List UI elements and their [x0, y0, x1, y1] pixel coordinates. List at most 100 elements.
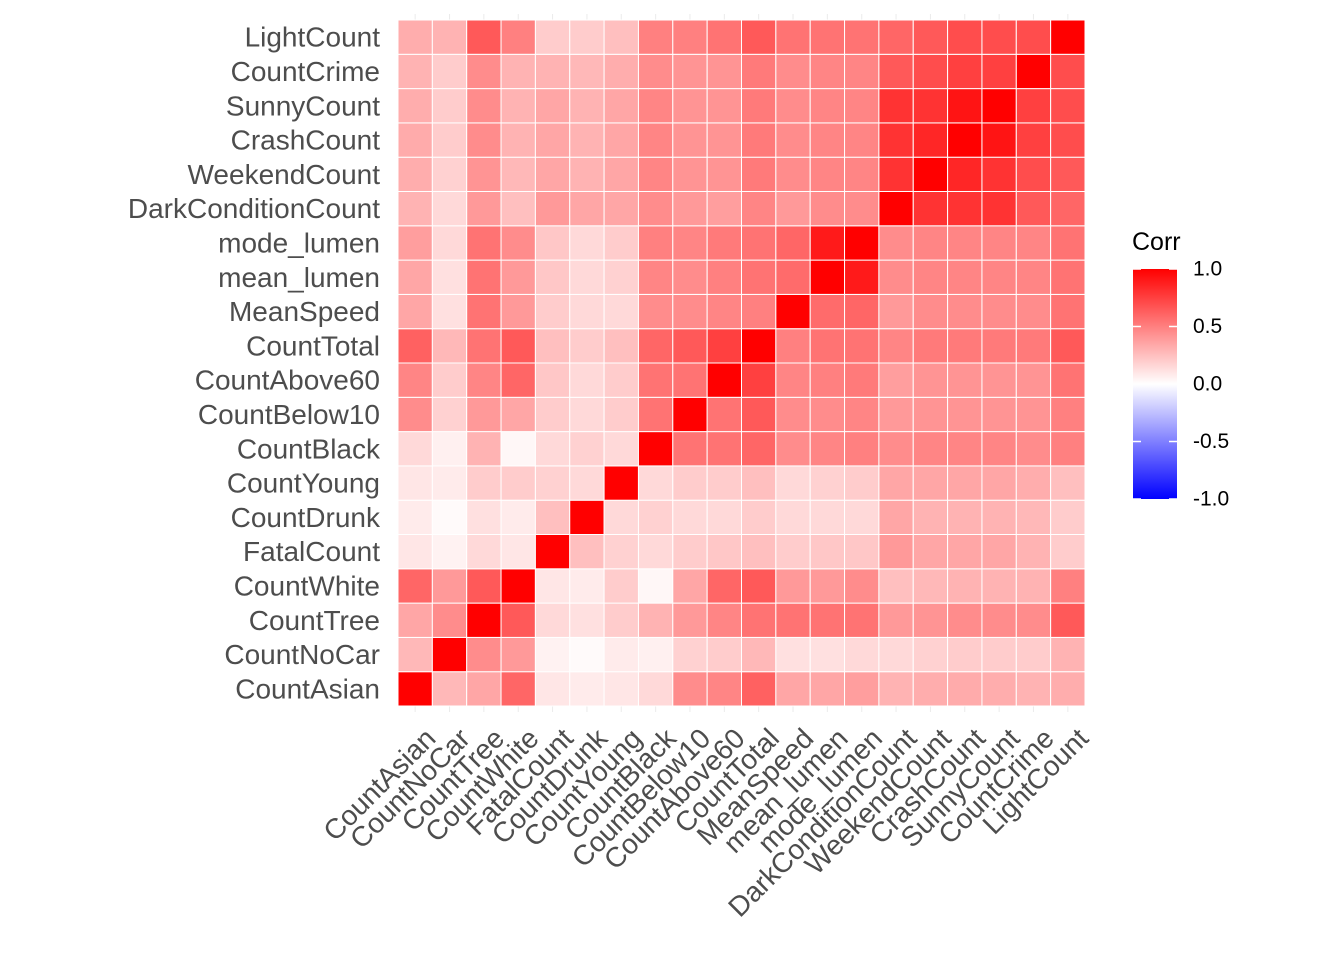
heatmap-cell-CountYoung-CrashCount [603, 122, 639, 158]
heatmap-cell-LightCount-CountBelow10 [1050, 396, 1086, 433]
heatmap-cell-CountAsian-CountAsian [397, 671, 433, 707]
heatmap-cell-CountAsian-CountCrime [397, 53, 433, 90]
heatmap-cell-CountAbove60-CrashCount [706, 122, 743, 158]
heatmap-cell-mode_lumen-mode_lumen [844, 225, 880, 261]
heatmap-cell-CrashCount-mode_lumen [947, 225, 983, 261]
heatmap-cell-CountYoung-CountAsian [603, 671, 639, 707]
heatmap-cell-CountDrunk-MeanSpeed [569, 293, 605, 330]
heatmap-cell-SunnyCount-CountBlack [981, 431, 1017, 467]
heatmap-cell-CountBlack-CountWhite [637, 568, 674, 604]
heatmap-cell-CountTree-FatalCount [466, 534, 502, 570]
heatmap-cell-CountWhite-DarkConditionCount [500, 191, 536, 227]
heatmap-cell-FatalCount-CountBelow10 [534, 396, 571, 433]
heatmap-cell-CountBelow10-FatalCount [672, 534, 708, 570]
heatmap-cell-CountBelow10-LightCount [672, 19, 708, 55]
heatmap-cell-CountDrunk-SunnyCount [569, 88, 605, 124]
heatmap-cell-CountTree-CountNoCar [466, 636, 502, 673]
heatmap-cell-LightCount-CountAsian [1050, 671, 1086, 707]
heatmap-cell-SunnyCount-mean_lumen [981, 259, 1017, 295]
heatmap-cell-DarkConditionCount-mean_lumen [878, 259, 914, 295]
heatmap-cell-mean_lumen-DarkConditionCount [809, 191, 846, 227]
heatmap-cell-mean_lumen-CountAsian [809, 671, 846, 707]
y-tick-label: CountDrunk [231, 502, 381, 533]
heatmap-cell-MeanSpeed-mode_lumen [775, 225, 811, 261]
heatmap-cell-CountCrime-DarkConditionCount [1015, 191, 1052, 227]
heatmap-cell-CountAsian-CountBelow10 [397, 396, 433, 433]
heatmap-cell-CountDrunk-CountTotal [569, 328, 605, 364]
heatmap-cell-CountAbove60-DarkConditionCount [706, 191, 743, 227]
heatmap-cell-CountBlack-CountDrunk [637, 499, 674, 536]
heatmap-cell-CountTree-CountDrunk [466, 499, 502, 536]
heatmap-cell-CountBlack-DarkConditionCount [637, 191, 674, 227]
heatmap-cell-CountBlack-WeekendCount [637, 156, 674, 192]
heatmap-cell-mode_lumen-DarkConditionCount [844, 191, 880, 227]
heatmap-cell-mean_lumen-CountTotal [809, 328, 846, 364]
heatmap-cell-CountTotal-CountTotal [741, 328, 777, 364]
heatmap-cell-SunnyCount-CountAsian [981, 671, 1017, 707]
heatmap-cell-mean_lumen-CountCrime [809, 53, 846, 90]
heatmap-cell-MeanSpeed-FatalCount [775, 534, 811, 570]
heatmap-cell-MeanSpeed-CountWhite [775, 568, 811, 604]
heatmap-cell-CountNoCar-CountBelow10 [431, 396, 468, 433]
heatmap-cell-CountDrunk-CountCrime [569, 53, 605, 90]
heatmap-cell-mode_lumen-CountDrunk [844, 499, 880, 536]
y-tick-label: LightCount [245, 22, 381, 53]
heatmap-cell-CountAsian-SunnyCount [397, 88, 433, 124]
heatmap-cell-MeanSpeed-CrashCount [775, 122, 811, 158]
heatmap-cell-mode_lumen-MeanSpeed [844, 293, 880, 330]
y-tick-label: WeekendCount [188, 159, 381, 190]
y-tick-label: FatalCount [243, 536, 380, 567]
heatmap-cell-CountTotal-MeanSpeed [741, 293, 777, 330]
heatmap-cell-CountAbove60-CountCrime [706, 53, 743, 90]
heatmap-cell-CountTotal-CountWhite [741, 568, 777, 604]
heatmap-cell-CountDrunk-DarkConditionCount [569, 191, 605, 227]
heatmap-cell-CountCrime-CountTotal [1015, 328, 1052, 364]
heatmap-cell-CountDrunk-WeekendCount [569, 156, 605, 192]
heatmap-cell-CountCrime-CountBelow10 [1015, 396, 1052, 433]
heatmap-cell-MeanSpeed-CountAbove60 [775, 362, 811, 398]
heatmap-cell-CountCrime-FatalCount [1015, 534, 1052, 570]
heatmap-cell-CountCrime-LightCount [1015, 19, 1052, 55]
heatmap-cell-CountBelow10-CountWhite [672, 568, 708, 604]
y-tick-label: CrashCount [231, 125, 381, 156]
heatmap-cell-CountAsian-WeekendCount [397, 156, 433, 192]
heatmap-cell-CountAbove60-CountBelow10 [706, 396, 743, 433]
heatmap-cell-mode_lumen-CountBelow10 [844, 396, 880, 433]
heatmap-cell-LightCount-mean_lumen [1050, 259, 1086, 295]
heatmap-cell-FatalCount-FatalCount [534, 534, 571, 570]
y-tick-label: CountAsian [235, 673, 380, 704]
y-tick-label: DarkConditionCount [128, 193, 380, 224]
heatmap-cell-FatalCount-CountWhite [534, 568, 571, 604]
heatmap-cell-CountBlack-SunnyCount [637, 88, 674, 124]
heatmap-cell-mean_lumen-CrashCount [809, 122, 846, 158]
heatmap-cell-CountNoCar-LightCount [431, 19, 468, 55]
heatmap-cell-MeanSpeed-CountBelow10 [775, 396, 811, 433]
heatmap-cell-CountTree-DarkConditionCount [466, 191, 502, 227]
heatmap-cell-CountDrunk-CountBelow10 [569, 396, 605, 433]
heatmap-cell-MeanSpeed-MeanSpeed [775, 293, 811, 330]
heatmap-cell-CountWhite-CrashCount [500, 122, 536, 158]
heatmap-cell-DarkConditionCount-MeanSpeed [878, 293, 914, 330]
heatmap-cell-LightCount-MeanSpeed [1050, 293, 1086, 330]
heatmap-cell-CrashCount-FatalCount [947, 534, 983, 570]
heatmap-cell-CountTotal-CountNoCar [741, 636, 777, 673]
heatmap-cell-WeekendCount-DarkConditionCount [912, 191, 949, 227]
heatmap-cell-SunnyCount-CountYoung [981, 465, 1017, 501]
heatmap-cell-SunnyCount-SunnyCount [981, 88, 1017, 124]
heatmap-cell-LightCount-CountWhite [1050, 568, 1086, 604]
heatmap-cell-CountTree-CountWhite [466, 568, 502, 604]
y-tick-label: SunnyCount [226, 90, 380, 121]
heatmap-cell-DarkConditionCount-CountDrunk [878, 499, 914, 536]
heatmap-cell-SunnyCount-DarkConditionCount [981, 191, 1017, 227]
heatmap-cell-LightCount-CountBlack [1050, 431, 1086, 467]
heatmap-cell-SunnyCount-MeanSpeed [981, 293, 1017, 330]
heatmap-cell-CountAsian-CountYoung [397, 465, 433, 501]
heatmap-cell-CountNoCar-CountTree [431, 602, 468, 638]
heatmap-cell-CountAsian-mean_lumen [397, 259, 433, 295]
heatmap-cell-CountAsian-MeanSpeed [397, 293, 433, 330]
heatmap-cell-CountCrime-CountAsian [1015, 671, 1052, 707]
heatmap-cell-CountAbove60-MeanSpeed [706, 293, 743, 330]
heatmap-cell-LightCount-mode_lumen [1050, 225, 1086, 261]
heatmap-cell-LightCount-WeekendCount [1050, 156, 1086, 192]
